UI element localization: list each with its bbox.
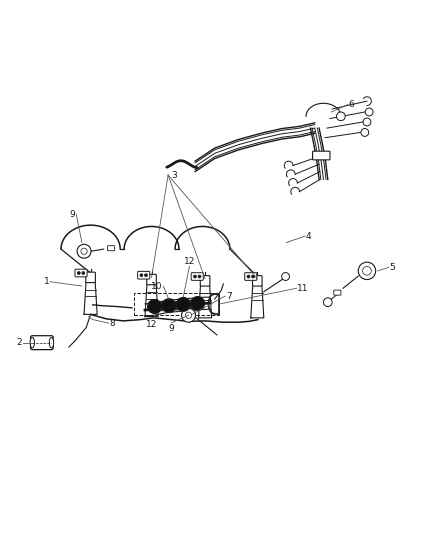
Ellipse shape <box>49 337 53 348</box>
Circle shape <box>148 300 162 313</box>
FancyBboxPatch shape <box>147 274 156 285</box>
Text: 2: 2 <box>17 338 22 347</box>
Circle shape <box>282 272 290 280</box>
Circle shape <box>82 271 85 274</box>
Text: 7: 7 <box>226 292 232 301</box>
FancyBboxPatch shape <box>245 273 257 280</box>
Circle shape <box>177 297 190 311</box>
Circle shape <box>77 244 91 258</box>
Text: 12: 12 <box>184 257 195 266</box>
Circle shape <box>172 301 181 310</box>
Circle shape <box>323 298 332 306</box>
Circle shape <box>336 112 345 120</box>
Text: 3: 3 <box>172 171 177 180</box>
Circle shape <box>140 274 143 277</box>
Ellipse shape <box>30 337 35 348</box>
FancyBboxPatch shape <box>313 151 330 160</box>
Circle shape <box>251 275 254 278</box>
Text: 6: 6 <box>349 100 354 109</box>
FancyBboxPatch shape <box>200 276 210 286</box>
FancyBboxPatch shape <box>334 290 341 295</box>
Text: 9: 9 <box>70 210 75 219</box>
Text: 10: 10 <box>151 281 162 290</box>
Circle shape <box>365 108 373 116</box>
Polygon shape <box>145 284 158 317</box>
Circle shape <box>145 274 148 277</box>
Text: 9: 9 <box>168 325 174 333</box>
Text: 8: 8 <box>110 319 115 328</box>
FancyBboxPatch shape <box>86 272 95 282</box>
FancyBboxPatch shape <box>75 269 87 277</box>
Circle shape <box>185 312 192 318</box>
Circle shape <box>363 118 371 126</box>
FancyBboxPatch shape <box>191 273 203 280</box>
Circle shape <box>162 298 176 313</box>
Bar <box>134 294 219 315</box>
FancyBboxPatch shape <box>138 271 150 279</box>
Circle shape <box>81 248 87 254</box>
Circle shape <box>77 271 80 274</box>
Text: 11: 11 <box>297 284 309 293</box>
Polygon shape <box>251 285 264 318</box>
Text: 12: 12 <box>146 320 157 329</box>
FancyBboxPatch shape <box>107 246 115 251</box>
Circle shape <box>358 262 376 279</box>
Text: 5: 5 <box>390 263 396 272</box>
FancyBboxPatch shape <box>31 336 53 350</box>
Circle shape <box>363 266 371 275</box>
Text: 1: 1 <box>43 277 49 286</box>
Polygon shape <box>84 282 97 314</box>
Circle shape <box>247 275 250 278</box>
Circle shape <box>157 302 166 311</box>
Circle shape <box>361 128 369 136</box>
Circle shape <box>186 300 195 309</box>
Circle shape <box>182 308 195 322</box>
Polygon shape <box>198 285 212 318</box>
FancyBboxPatch shape <box>253 276 262 286</box>
Circle shape <box>198 275 201 278</box>
Text: 4: 4 <box>306 231 312 240</box>
Circle shape <box>194 275 196 278</box>
Circle shape <box>191 296 205 310</box>
